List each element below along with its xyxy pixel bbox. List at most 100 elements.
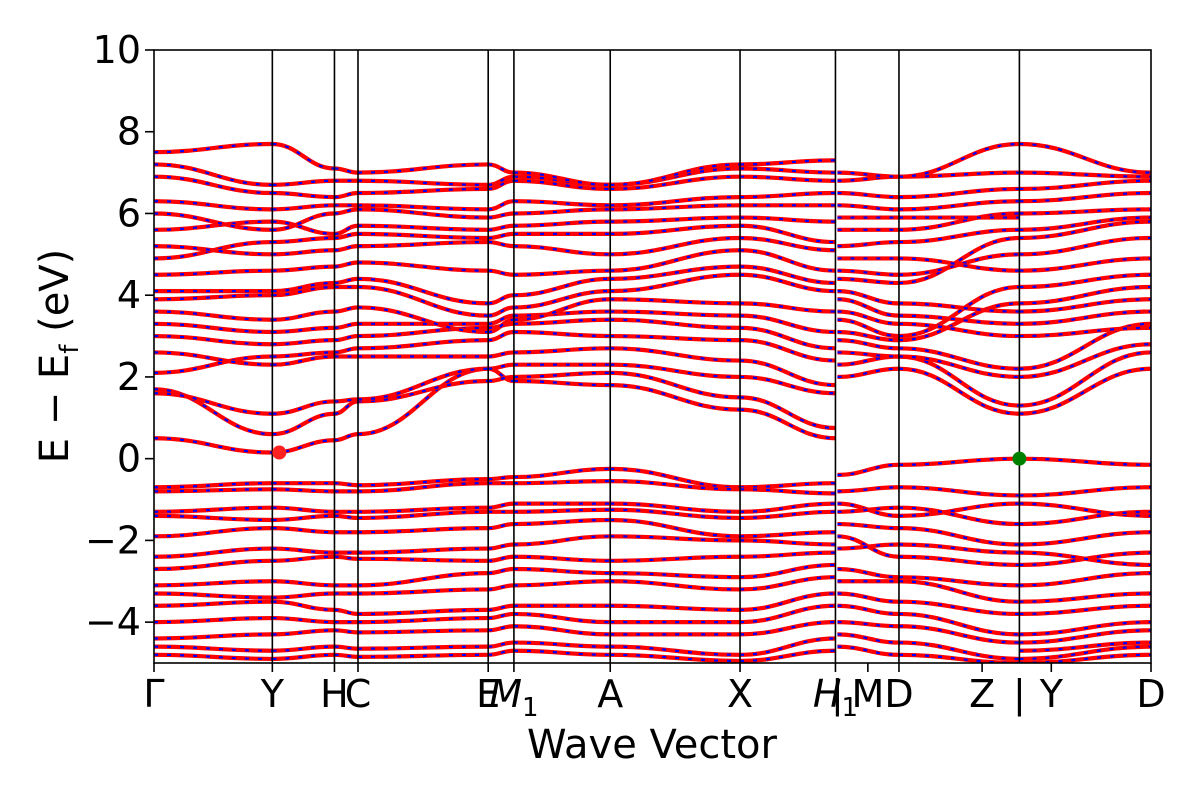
band-down-s3-b13: [357, 224, 489, 231]
band-down-s8-b12: [837, 240, 899, 248]
band-down-s0-b22: [154, 514, 273, 522]
band-up-s1-b6: [272, 325, 335, 335]
band-down-s4-b16: [488, 179, 514, 191]
band-up-s8-b7: [837, 297, 900, 318]
band-down-s3-b14: [357, 208, 489, 219]
band-down-s6-b20: [610, 480, 741, 491]
band-down-s0-b20: [154, 488, 273, 493]
y-ticks: −4 −2 0 2 4 6 8 10: [85, 28, 154, 644]
band-down-s8-b9: [837, 277, 899, 285]
x-axis-label: Wave Vector: [527, 722, 778, 768]
band-up-s0-b10: [154, 268, 273, 277]
band-down-s0-b25: [154, 559, 273, 571]
x-tick-label-12: Z: [969, 672, 995, 716]
band-down-s9-b8: [898, 302, 1020, 313]
band-down-s10-b24: [1019, 551, 1151, 567]
band-down-s0-b32: [154, 653, 273, 661]
band-down-s0-b19: [154, 482, 273, 489]
band-down-s9-b27: [898, 580, 1020, 603]
band-down-s3-b9: [357, 277, 489, 305]
band-down-s8-b19: [837, 463, 899, 477]
band-up-s5-b13: [513, 219, 611, 228]
band-down-s3-b16: [357, 187, 489, 195]
band-down-s3-b8: [357, 285, 489, 317]
band-up-s7-b27: [740, 575, 836, 592]
band-up-s0-b24: [154, 546, 273, 559]
band-up-s1-b11: [272, 248, 335, 257]
band-down-s0-b29: [154, 616, 273, 624]
band-down-s10-b8: [1019, 285, 1151, 305]
band-up-s7-b29: [740, 603, 836, 625]
band-up-s0-b20: [154, 487, 273, 494]
band-down-s6-b3: [610, 347, 741, 362]
band-up-s1-b22: [272, 513, 335, 523]
band-down-s6-b12: [610, 224, 741, 235]
band-down-s2-b18: [334, 167, 359, 174]
band-up-s7-b30: [740, 620, 836, 637]
band-down-s9-b16: [898, 187, 1020, 199]
x-tick-label-14: Y: [1039, 672, 1064, 716]
band-up-s0-b15: [154, 199, 273, 212]
band-down-s2-b0: [334, 433, 359, 442]
y-tick-label-7: 10: [93, 28, 141, 72]
band-down-s10-b21: [1019, 510, 1151, 526]
band-down-s10-b12: [1019, 220, 1151, 240]
band-down-s6-b9: [610, 265, 741, 280]
x-tick-label-3: C: [345, 672, 372, 716]
band-up-s7-b31: [740, 636, 836, 657]
band-down-s2-b1: [334, 400, 359, 415]
band-down-s3-b24: [357, 547, 489, 554]
band-down-s3-b1: [357, 379, 489, 403]
band-up-s5-b16: [513, 178, 611, 192]
band-down-s6-b31: [610, 645, 741, 656]
band-up-s7-b22: [740, 509, 836, 521]
x-tick-label-9: |: [831, 672, 844, 717]
band-down-s0-b5: [154, 334, 273, 346]
band-up-s1-b15: [272, 203, 335, 212]
band-up-s5-b6: [513, 309, 611, 318]
band-down-s10-b27: [1019, 604, 1151, 616]
band-up-s1-b26: [272, 579, 335, 588]
band-down-s3-b27: [357, 588, 489, 595]
band-up-s7-b32: [740, 648, 836, 663]
band-down-s9-b26: [898, 576, 1020, 587]
band-up-s1-b4: [272, 350, 335, 359]
band-up-s1-b13: [272, 219, 335, 236]
band-up-s1-b18: [272, 141, 335, 171]
band-down-s2-b6: [334, 322, 359, 329]
band-down-s9-b9: [898, 236, 1020, 285]
band-down-s3-b20: [357, 482, 489, 493]
band-down-s2-b16: [334, 191, 359, 199]
band-down-s3-b17: [357, 179, 489, 186]
band-down-s6-b14: [610, 204, 741, 211]
band-up-s5-b20: [513, 479, 611, 486]
band-down-s10-b5: [1019, 326, 1151, 338]
band-down-s4-b7: [488, 318, 515, 334]
band-down-s6-b10: [610, 249, 741, 272]
x-tick-label-2: H: [320, 672, 349, 716]
band-down-s10-b26: [1019, 592, 1151, 603]
x-tick-label-4: E: [476, 672, 500, 716]
band-up-s5-b15: [513, 199, 611, 208]
band-down-s4-b23: [488, 522, 514, 530]
band-up-s5-b32: [513, 648, 611, 657]
band-up-s9-b15: [898, 199, 1020, 212]
y-axis-label-main: E − E: [32, 354, 78, 464]
band-up-s0-b28: [154, 599, 273, 608]
band-up-s0-b19: [154, 481, 273, 490]
band-down-s8-b26: [837, 567, 899, 579]
band-down-s0-b0: [154, 437, 273, 454]
band-down-s6-b28: [610, 604, 741, 611]
band-down-s10-b0: [1019, 457, 1151, 466]
band-down-s4-b9: [488, 294, 514, 305]
band-up-s7-b16: [740, 174, 836, 183]
band-down-s9-b2: [898, 355, 1020, 379]
band-down-s9-b10: [898, 253, 1020, 276]
band-up-s5-b31: [513, 640, 611, 649]
band-up-s9-b28: [898, 599, 1020, 617]
band-down-s9-b28: [898, 600, 1020, 616]
band-down-s9-b3: [898, 347, 1020, 370]
band-up-s5-b19: [513, 466, 611, 480]
band-up-s1-b9: [272, 280, 335, 294]
band-up-s7-b25: [740, 550, 836, 559]
